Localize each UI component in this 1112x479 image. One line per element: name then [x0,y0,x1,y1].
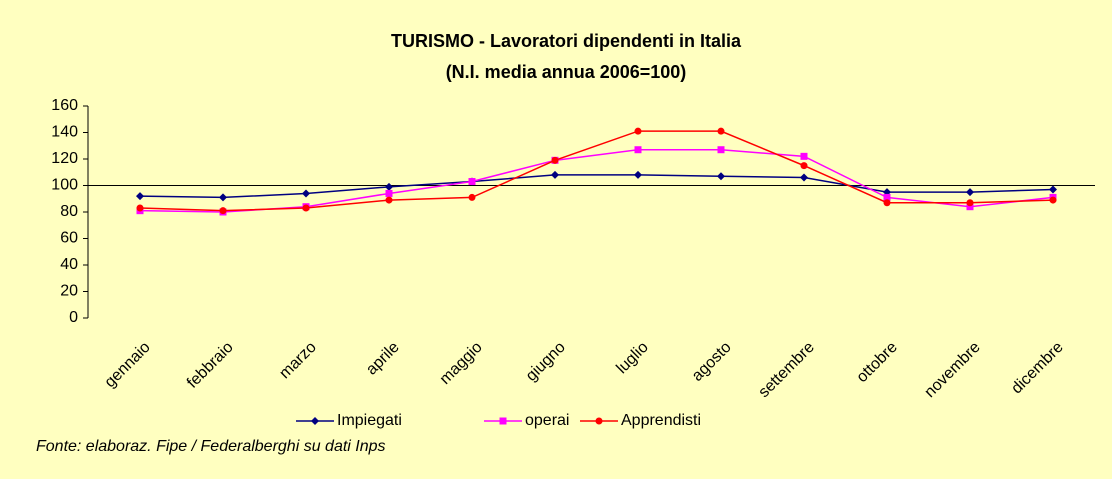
legend-label: Impiegati [337,412,402,429]
marker [551,170,559,179]
marker [385,189,393,197]
y-tick-label: 100 [51,177,78,194]
marker [800,173,808,182]
marker [1049,185,1057,194]
marker [595,417,603,425]
marker [385,196,393,204]
source-note: Fonte: elaboraz. Fipe / Federalberghi su… [36,438,386,455]
y-tick-label: 80 [60,203,78,220]
marker [499,417,507,425]
marker [966,199,974,207]
marker [634,170,642,179]
legend-label: operai [525,412,569,429]
marker [219,193,227,202]
marker [634,127,642,135]
marker [219,207,227,215]
marker [717,146,725,154]
marker [1049,196,1057,204]
marker [302,204,310,212]
marker [136,192,144,201]
chart-title: TURISMO - Lavoratori dipendenti in Itali… [391,31,742,51]
series-line [139,174,1054,199]
marker [136,204,144,212]
y-tick-label: 0 [69,309,78,326]
marker [883,193,891,201]
chart-subtitle: (N.I. media annua 2006=100) [446,62,687,82]
marker [883,199,891,207]
series-line [139,130,1054,212]
marker [468,178,476,186]
series-line [139,148,1054,213]
legend-label: Apprendisti [621,412,701,429]
marker [634,146,642,154]
marker [966,203,974,211]
marker [717,172,725,181]
y-tick-label: 20 [60,283,78,300]
y-tick-label: 160 [51,97,78,114]
y-tick-label: 60 [60,230,78,247]
marker [966,188,974,197]
marker [468,193,476,201]
marker [302,189,310,198]
marker [385,182,393,191]
marker [800,162,808,170]
y-tick-label: 120 [51,150,78,167]
marker [311,417,319,425]
y-tick-label: 40 [60,256,78,273]
y-tick-label: 140 [51,124,78,141]
marker [717,127,725,135]
marker [551,156,559,164]
marker [800,152,808,160]
